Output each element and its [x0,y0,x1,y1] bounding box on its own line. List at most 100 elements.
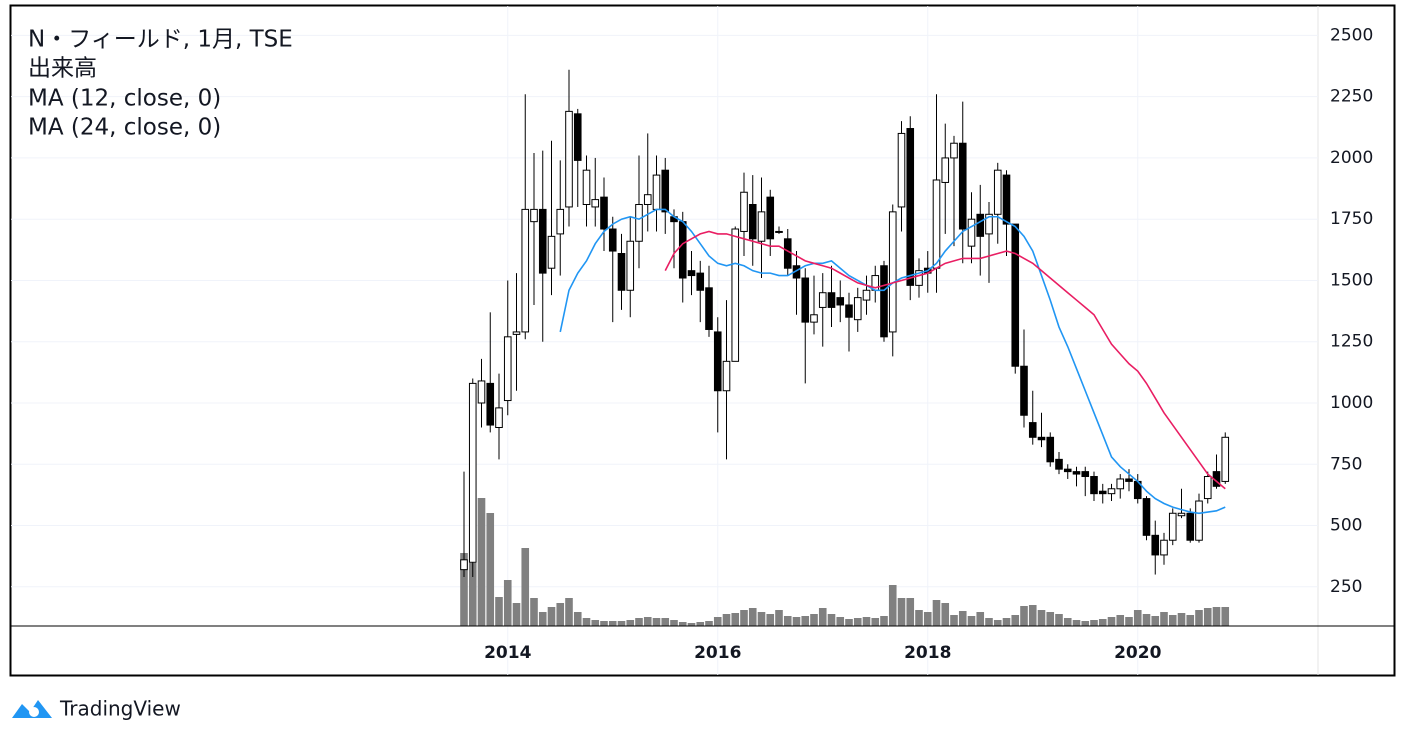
volume-bar [818,608,827,626]
candle-body [1090,476,1098,495]
grid [11,6,1318,675]
volume-bar [853,618,862,626]
volume-bar [1090,620,1098,626]
volume-bar [477,498,486,626]
candle-body [503,336,512,402]
volume-bar [608,621,617,626]
candle-body [731,228,740,362]
volume-bar [1160,612,1168,626]
volume-bar [1037,610,1046,626]
candle-body [1195,500,1203,541]
volume-bar [670,620,678,626]
candle-body [486,382,495,426]
x-tick-label: 2020 [1114,643,1161,663]
candle-body [538,208,547,274]
candle-body [897,132,906,208]
volume-bar [1133,610,1142,626]
volume-bar [792,617,801,626]
legend-entry: MA (24, close, 0) [28,115,221,141]
y-tick-label: 2500 [1330,25,1373,45]
candle-body [495,407,503,429]
volume-bar [1221,607,1230,626]
y-tick-label: 1000 [1330,393,1373,413]
volume-bar [1125,617,1133,626]
volume-bar [1212,607,1221,626]
volume-bar [538,612,547,626]
volume-bar [880,616,888,626]
candle-body [880,265,888,338]
y-tick-label: 2000 [1330,148,1373,168]
candle-body [521,208,530,333]
volume-bar [600,621,608,626]
volume-bar [1098,619,1107,626]
volume-bar [486,513,495,626]
volume-bar [530,598,538,626]
volume-bar [862,617,871,626]
candle-body [985,213,993,235]
legend-entry: 出来高 [28,56,97,82]
y-tick-label: 250 [1330,577,1362,597]
volume-bar [1072,620,1081,626]
candle-body [1028,422,1037,438]
volume-bar [503,580,512,626]
candle-body [766,196,775,240]
volume-bar [1195,610,1203,626]
volume-bar [731,613,740,626]
volume-bar [906,598,915,626]
volume-bar [897,598,906,626]
candle-body [958,142,967,230]
volume-bar [827,614,836,626]
volume-bar [591,620,600,626]
candle-body [1063,468,1072,473]
candle-body [1081,471,1090,478]
candle-body [845,304,853,318]
candle-body [775,230,783,233]
y-tick-label: 1250 [1330,332,1373,352]
volume-bar [643,617,652,626]
volume-bar [775,610,783,626]
volume-bar [617,621,626,626]
candle-body [967,218,976,247]
y-tick-label: 2250 [1330,87,1373,107]
volume-bar [547,607,556,626]
volume-bar [635,618,643,626]
ma-line [664,230,1226,490]
volume-bar [582,618,591,626]
candle-body [1116,478,1125,490]
volume-bar [748,608,757,626]
ma-lines [559,208,1226,515]
candle-body [661,169,670,213]
brand-logo[interactable]: TradingView [12,697,181,721]
candle-body [643,194,652,205]
candle-body [556,208,565,235]
candle-body [477,380,486,404]
volume-bar [932,600,941,626]
candle-body [1072,471,1081,475]
volume-bar [1046,612,1055,626]
candle-body [1160,539,1168,556]
volume-bar [1168,615,1177,626]
legend-entry: MA (12, close, 0) [28,86,221,112]
volume-bar [521,548,530,626]
candle-body [565,110,573,208]
candle-body [722,360,731,392]
volume-bar [722,614,731,626]
candle-body [1037,436,1046,441]
volume-bar [740,610,748,626]
volume-bar [661,618,670,626]
candle-body [635,203,643,242]
volume-bar [888,585,897,626]
volume-bar [1028,605,1037,626]
candle-body [1125,478,1133,482]
candle-body [547,235,556,269]
volume-bar [845,619,853,626]
volume-bar [713,617,722,626]
candle-body [652,174,661,210]
candle-body [1055,458,1063,470]
x-tick-label: 2016 [694,643,741,663]
volume-bar [950,615,958,626]
logo-dot [29,707,39,717]
labels: 250 500 750 1000 1250 1500 1750 2000 2250 2500 201… [484,25,1373,663]
candle-body [906,128,915,286]
